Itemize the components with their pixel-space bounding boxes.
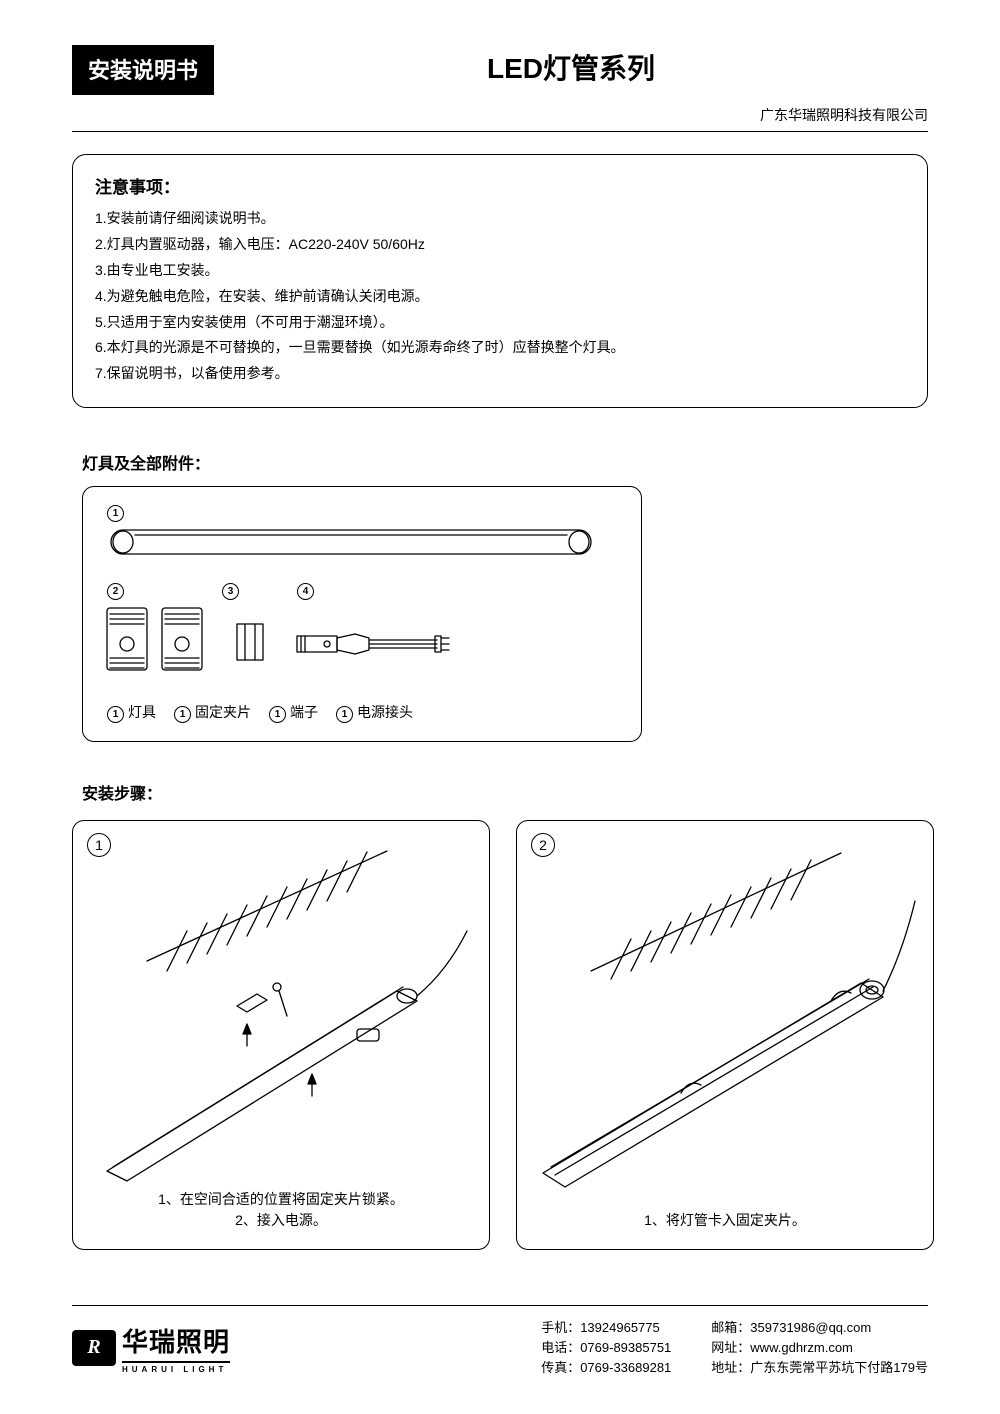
legend-num: 1 <box>174 706 191 723</box>
notice-item: 4.为避免触电危险，在安装、维护前请确认关闭电源。 <box>95 284 905 310</box>
contact-web: 网址：www.gdhrzm.com <box>711 1338 928 1358</box>
brand-logo: R 华瑞照明 HUARUI LIGHT <box>72 1322 230 1374</box>
notice-panel: 注意事项： 1.安装前请仔细阅读说明书。 2.灯具内置驱动器，输入电压：AC22… <box>72 154 928 408</box>
marker-4: 4 <box>297 583 314 600</box>
logo-en: HUARUI LIGHT <box>122 1361 230 1374</box>
contact-col: 手机：13924965775 电话：0769-89385751 传真：0769-… <box>541 1318 671 1378</box>
notice-item: 6.本灯具的光源是不可替换的，一旦需要替换（如光源寿命终了时）应替换整个灯具。 <box>95 335 905 361</box>
legend-num: 1 <box>269 706 286 723</box>
footer: R 华瑞照明 HUARUI LIGHT 手机：13924965775 电话：07… <box>72 1305 928 1378</box>
parts-row-icon <box>107 600 607 680</box>
contact-col: 邮箱：359731986@qq.com 网址：www.gdhrzm.com 地址… <box>711 1318 928 1378</box>
footer-divider <box>72 1305 928 1306</box>
step-panel-1: 1 <box>72 820 490 1250</box>
tube-icon <box>107 524 607 564</box>
contact-addr: 地址：广东东莞常平苏坑下付路179号 <box>711 1358 928 1378</box>
step-line: 1、在空间合适的位置将固定夹片锁紧。 <box>73 1189 489 1210</box>
legend-num: 1 <box>336 706 353 723</box>
legend-label: 电源接头 <box>357 704 413 720</box>
step-caption: 1、在空间合适的位置将固定夹片锁紧。 2、接入电源。 <box>73 1189 489 1231</box>
legend-label: 固定夹片 <box>195 704 251 720</box>
logo-mark-icon: R <box>72 1330 116 1366</box>
contact-fax: 传真：0769-33689281 <box>541 1358 671 1378</box>
company-name: 广东华瑞照明科技有限公司 <box>72 105 928 125</box>
notice-heading: 注意事项： <box>95 173 905 198</box>
divider <box>72 131 928 132</box>
legend-label: 灯具 <box>128 704 156 720</box>
notice-item: 1.安装前请仔细阅读说明书。 <box>95 206 905 232</box>
manual-badge: 安装说明书 <box>72 45 214 95</box>
parts-heading: 灯具及全部附件： <box>82 450 928 474</box>
notice-item: 3.由专业电工安装。 <box>95 258 905 284</box>
step2-diagram <box>531 841 921 1181</box>
marker-1: 1 <box>107 505 124 522</box>
marker-2: 2 <box>107 583 124 600</box>
notice-list: 1.安装前请仔细阅读说明书。 2.灯具内置驱动器，输入电压：AC220-240V… <box>95 206 905 387</box>
notice-item: 7.保留说明书，以备使用参考。 <box>95 361 905 387</box>
contact-mail: 邮箱：359731986@qq.com <box>711 1318 928 1338</box>
step-line: 2、接入电源。 <box>73 1210 489 1231</box>
page-title: LED灯管系列 <box>214 47 928 87</box>
notice-item: 5.只适用于室内安装使用（不可用于潮湿环境）。 <box>95 310 905 336</box>
legend-num: 1 <box>107 706 124 723</box>
notice-item: 2.灯具内置驱动器，输入电压：AC220-240V 50/60Hz <box>95 232 905 258</box>
parts-legend: 1灯具 1固定夹片 1端子 1电源接头 <box>107 702 413 723</box>
logo-cn: 华瑞照明 <box>122 1322 230 1359</box>
step1-diagram <box>87 841 477 1181</box>
marker-3: 3 <box>222 583 239 600</box>
steps-heading: 安装步骤： <box>82 780 928 804</box>
contact-tel: 电话：0769-89385751 <box>541 1338 671 1358</box>
legend-label: 端子 <box>290 704 318 720</box>
parts-panel: 1 2 3 4 <box>82 486 642 742</box>
step-caption: 1、将灯管卡入固定夹片。 <box>517 1210 933 1231</box>
step-panel-2: 2 <box>516 820 934 1250</box>
contact-mobile: 手机：13924965775 <box>541 1318 671 1338</box>
step-line: 1、将灯管卡入固定夹片。 <box>517 1210 933 1231</box>
